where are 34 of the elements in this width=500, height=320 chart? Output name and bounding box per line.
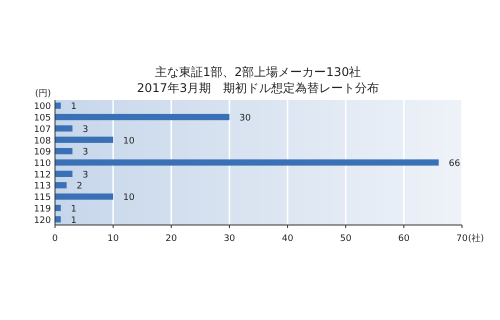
y-tick-label: 109 [34, 148, 52, 158]
y-tick-label: 115 [34, 193, 51, 204]
data-label: 30 [239, 114, 252, 124]
x-tick-label: 60 [398, 234, 410, 244]
y-tick-label: 108 [34, 136, 52, 146]
x-tick-label: 10 [107, 234, 120, 244]
y-axis-title: (円) [34, 89, 51, 99]
y-tick-label: 107 [34, 124, 51, 135]
y-tick-label: 119 [34, 204, 52, 214]
x-tick-label: 40 [282, 234, 294, 244]
y-tick-label: 100 [34, 102, 52, 112]
data-label: 66 [448, 159, 460, 169]
chart-subtitle: 2017年3月期 期初ドル想定為替レート分布 [136, 81, 380, 95]
data-label: 1 [70, 102, 77, 112]
x-tick-label: 70 [456, 234, 468, 244]
data-label: 3 [82, 170, 88, 180]
data-label: 3 [82, 148, 88, 158]
y-tick-label: 113 [34, 182, 51, 192]
data-label: 2 [76, 182, 82, 192]
y-tick-label: 105 [34, 114, 51, 124]
y-tick-label: 112 [34, 170, 51, 180]
chart-title: 主な東証1部、2部上場メーカー130社 [154, 65, 362, 79]
data-label: 1 [70, 216, 77, 226]
y-tick-label: 110 [34, 159, 52, 169]
data-label: 3 [82, 124, 88, 135]
data-label: 10 [123, 136, 135, 146]
y-tick-label: 120 [34, 216, 52, 226]
x-tick-label: 30 [224, 234, 236, 244]
x-tick-label: 20 [166, 234, 178, 244]
data-label: 1 [70, 204, 77, 214]
data-label: 10 [123, 193, 135, 204]
x-axis-title: (社) [468, 233, 484, 244]
x-tick-label: 0 [52, 234, 58, 244]
x-tick-label: 50 [340, 234, 352, 244]
